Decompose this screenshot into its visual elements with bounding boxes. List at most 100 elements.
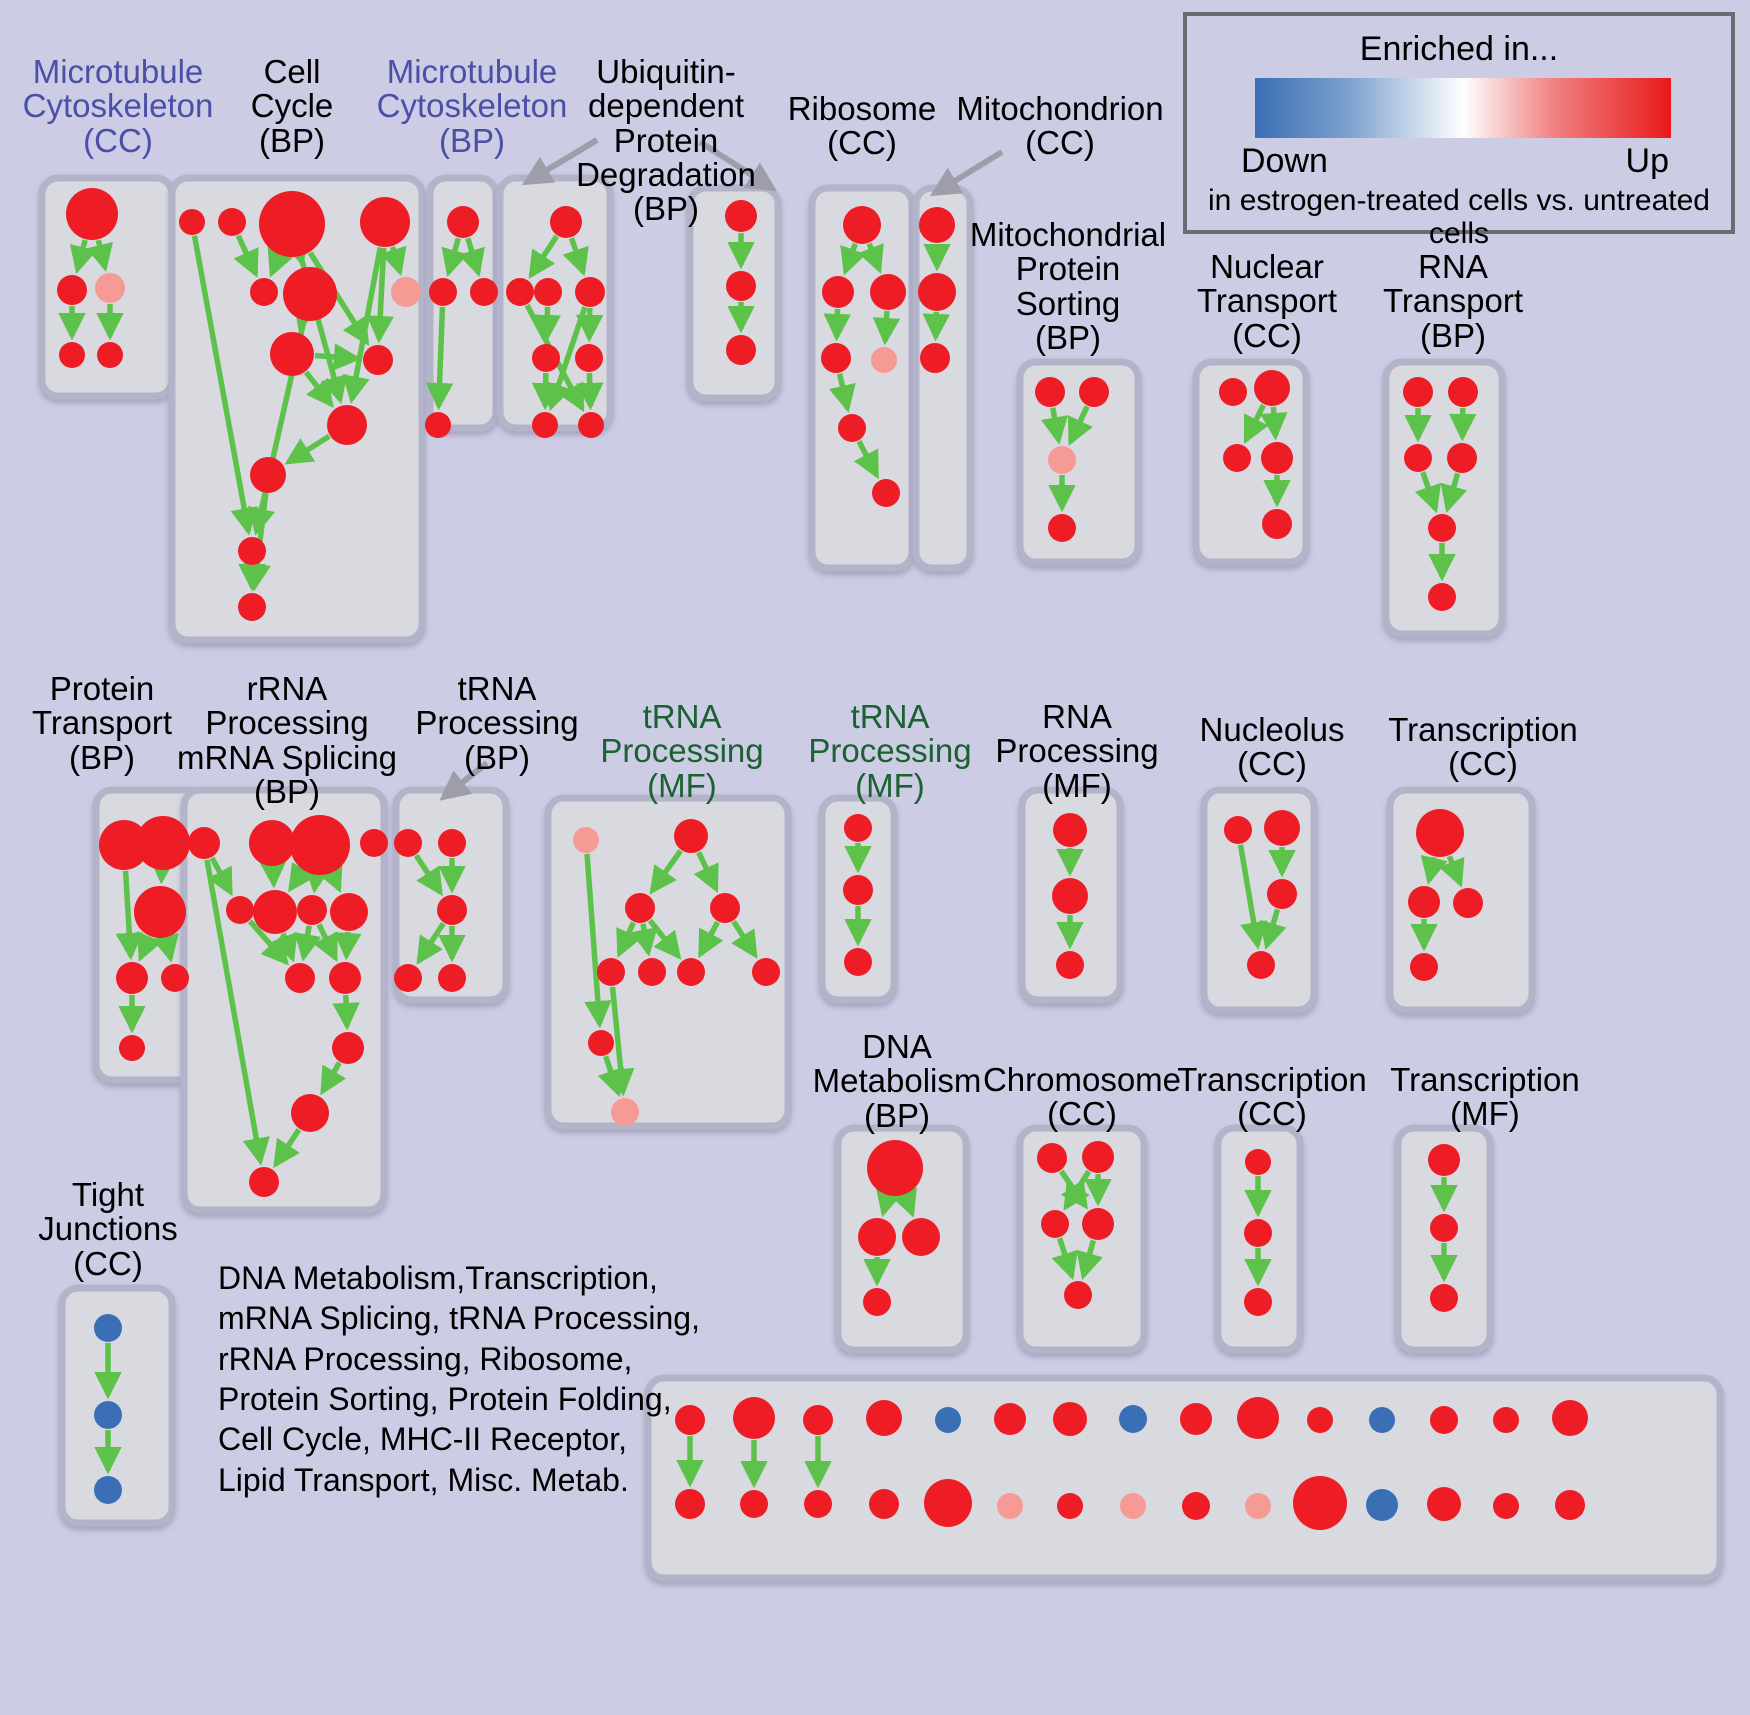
network-node[interactable] (1403, 377, 1433, 407)
network-node[interactable] (59, 342, 85, 368)
network-node[interactable] (843, 875, 873, 905)
network-node[interactable] (844, 948, 872, 976)
network-node[interactable] (534, 278, 562, 306)
network-node[interactable] (1082, 1208, 1114, 1240)
network-node[interactable] (1182, 1492, 1210, 1520)
network-node[interactable] (844, 814, 872, 842)
network-node[interactable] (675, 1405, 705, 1435)
network-node[interactable] (1448, 377, 1478, 407)
network-node[interactable] (1224, 816, 1252, 844)
network-node[interactable] (1180, 1403, 1212, 1435)
network-node[interactable] (870, 274, 906, 310)
network-node[interactable] (438, 964, 466, 992)
network-node[interactable] (297, 895, 327, 925)
network-node[interactable] (1053, 813, 1087, 847)
network-node[interactable] (1048, 446, 1076, 474)
network-node[interactable] (638, 958, 666, 986)
network-node[interactable] (597, 958, 625, 986)
network-node[interactable] (437, 895, 467, 925)
network-node[interactable] (994, 1403, 1026, 1435)
network-node[interactable] (740, 1490, 768, 1518)
network-node[interactable] (863, 1288, 891, 1316)
network-node[interactable] (1416, 809, 1464, 857)
network-node[interactable] (291, 1094, 329, 1132)
network-node[interactable] (725, 200, 757, 232)
network-node[interactable] (249, 1167, 279, 1197)
network-node[interactable] (1064, 1281, 1092, 1309)
network-node[interactable] (250, 457, 286, 493)
network-node[interactable] (866, 1400, 902, 1436)
network-node[interactable] (363, 345, 393, 375)
network-node[interactable] (573, 827, 599, 853)
network-node[interactable] (179, 209, 205, 235)
network-node[interactable] (532, 412, 558, 438)
network-node[interactable] (1119, 1405, 1147, 1433)
network-node[interactable] (804, 1490, 832, 1518)
network-node[interactable] (575, 277, 605, 307)
network-node[interactable] (1307, 1407, 1333, 1433)
network-node[interactable] (1035, 377, 1065, 407)
network-node[interactable] (226, 896, 254, 924)
network-node[interactable] (438, 829, 466, 857)
network-node[interactable] (285, 963, 315, 993)
network-node[interactable] (1430, 1214, 1458, 1242)
network-node[interactable] (134, 886, 186, 938)
network-node[interactable] (1493, 1493, 1519, 1519)
network-node[interactable] (1245, 1493, 1271, 1519)
network-node[interactable] (330, 893, 368, 931)
network-node[interactable] (1555, 1490, 1585, 1520)
network-node[interactable] (919, 207, 955, 243)
network-node[interactable] (902, 1218, 940, 1256)
network-node[interactable] (1057, 1493, 1083, 1519)
network-node[interactable] (935, 1407, 961, 1433)
network-node[interactable] (1053, 1402, 1087, 1436)
network-node[interactable] (116, 962, 148, 994)
network-node[interactable] (94, 1476, 122, 1504)
network-node[interactable] (872, 479, 900, 507)
network-node[interactable] (588, 1030, 614, 1056)
network-node[interactable] (1264, 810, 1300, 846)
network-node[interactable] (1430, 1284, 1458, 1312)
network-node[interactable] (95, 273, 125, 303)
network-node[interactable] (997, 1493, 1023, 1519)
network-node[interactable] (1244, 1288, 1272, 1316)
network-node[interactable] (218, 208, 246, 236)
network-node[interactable] (1237, 1397, 1279, 1439)
network-node[interactable] (1293, 1476, 1347, 1530)
network-node[interactable] (1052, 878, 1088, 914)
network-node[interactable] (425, 412, 451, 438)
network-node[interactable] (578, 412, 604, 438)
network-node[interactable] (1262, 509, 1292, 539)
network-node[interactable] (119, 1035, 145, 1061)
network-node[interactable] (188, 827, 220, 859)
network-node[interactable] (858, 1218, 896, 1256)
network-node[interactable] (625, 893, 655, 923)
network-node[interactable] (1447, 443, 1477, 473)
network-node[interactable] (429, 278, 457, 306)
network-node[interactable] (869, 1489, 899, 1519)
network-node[interactable] (1261, 442, 1293, 474)
network-node[interactable] (1408, 886, 1440, 918)
network-node[interactable] (1552, 1400, 1588, 1436)
network-node[interactable] (327, 405, 367, 445)
network-node[interactable] (821, 343, 851, 373)
network-node[interactable] (1428, 583, 1456, 611)
network-node[interactable] (920, 343, 950, 373)
network-node[interactable] (253, 890, 297, 934)
network-node[interactable] (550, 206, 582, 238)
network-node[interactable] (506, 278, 534, 306)
network-node[interactable] (1369, 1407, 1395, 1433)
network-node[interactable] (1254, 370, 1290, 406)
network-node[interactable] (250, 278, 278, 306)
network-node[interactable] (843, 206, 881, 244)
network-node[interactable] (238, 537, 266, 565)
network-node[interactable] (1267, 879, 1297, 909)
network-node[interactable] (136, 816, 190, 870)
network-node[interactable] (238, 593, 266, 621)
network-node[interactable] (394, 964, 422, 992)
network-node[interactable] (822, 276, 854, 308)
network-node[interactable] (1223, 444, 1251, 472)
network-node[interactable] (1082, 1141, 1114, 1173)
network-node[interactable] (1404, 444, 1432, 472)
network-node[interactable] (710, 893, 740, 923)
